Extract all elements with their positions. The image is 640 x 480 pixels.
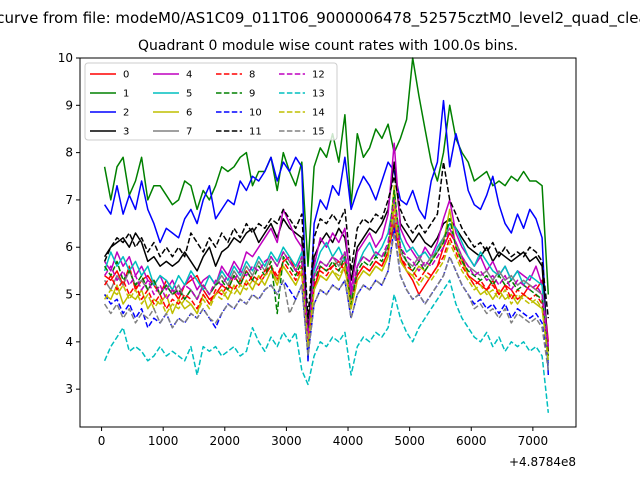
y-tick-label: 3 (65, 382, 73, 396)
y-tick-label: 9 (65, 98, 73, 112)
legend-label-12: 12 (312, 70, 325, 81)
y-tick-label: 5 (65, 288, 73, 302)
x-offset-label: +4.8784e8 (509, 455, 576, 469)
plot-frame (79, 57, 577, 428)
series-layer (103, 57, 550, 413)
series-line-12 (103, 199, 550, 347)
series-line-13 (103, 279, 550, 413)
chart-suptitle: Light curve from file: modeM0/AS1C09_011… (0, 9, 640, 28)
legend-frame (84, 62, 338, 141)
y-tick-label: 8 (65, 146, 73, 160)
y-tick-label: 10 (58, 51, 73, 65)
y-tick-label: 7 (65, 193, 73, 207)
legend-label-11: 11 (249, 127, 262, 138)
legend-label-0: 0 (123, 70, 129, 81)
series-line-11 (103, 161, 550, 319)
legend-label-8: 8 (249, 70, 255, 81)
series-line-5 (103, 199, 550, 361)
legend-label-5: 5 (186, 89, 192, 100)
legend-label-4: 4 (186, 70, 192, 81)
series-line-2 (103, 99, 550, 376)
series-line-8 (103, 208, 550, 352)
x-tick-label: 7000 (518, 434, 549, 448)
legend-label-10: 10 (249, 108, 262, 119)
legend-label-1: 1 (123, 89, 129, 100)
x-tick-label: 2000 (210, 434, 241, 448)
series-line-1 (103, 57, 550, 295)
series-line-4 (103, 142, 550, 347)
series-line-9 (103, 189, 550, 357)
x-tick-label: 5000 (394, 434, 425, 448)
legend-label-14: 14 (312, 108, 325, 119)
chart-title: Quadrant 0 module wise count rates with … (138, 38, 518, 54)
x-tick-label: 0 (98, 434, 106, 448)
legend-label-6: 6 (186, 108, 192, 119)
x-tick-label: 3000 (271, 434, 302, 448)
legend-label-3: 3 (123, 127, 129, 138)
legend-label-15: 15 (312, 127, 325, 138)
y-tick-label: 6 (65, 240, 73, 254)
series-line-3 (103, 161, 550, 352)
series-line-10 (103, 227, 550, 366)
x-tick-label: 1000 (148, 434, 179, 448)
series-line-15 (103, 232, 550, 371)
x-tick-label: 4000 (333, 434, 364, 448)
legend-label-13: 13 (312, 89, 325, 100)
legend-label-9: 9 (249, 89, 255, 100)
legend-label-7: 7 (186, 127, 192, 138)
y-tick-label: 4 (65, 335, 73, 349)
legend-label-2: 2 (123, 108, 129, 119)
x-tick-label: 6000 (456, 434, 487, 448)
series-line-14 (103, 203, 550, 361)
